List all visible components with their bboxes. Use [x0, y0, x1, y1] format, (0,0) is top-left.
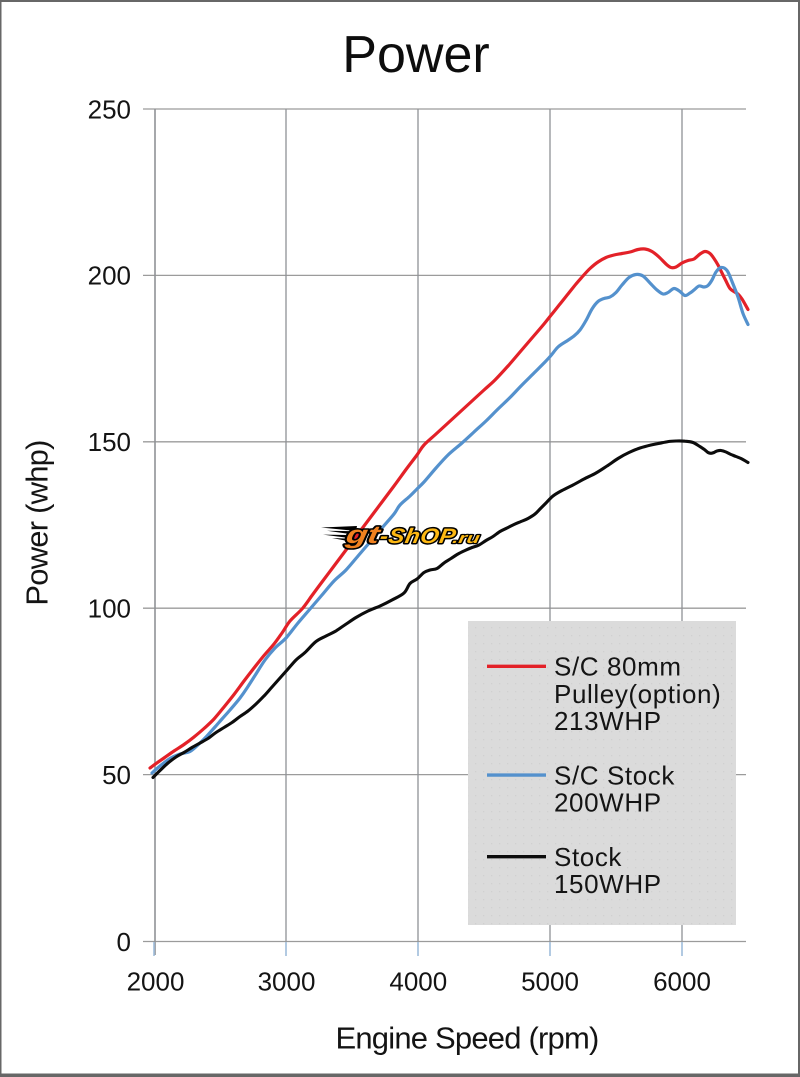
- svg-text:150WHP: 150WHP: [554, 869, 662, 899]
- svg-text:-ShOP: -ShOP: [378, 524, 459, 548]
- svg-text:200: 200: [88, 261, 131, 291]
- svg-text:3000: 3000: [258, 966, 316, 996]
- svg-text:Power: Power: [342, 26, 489, 84]
- svg-text:0: 0: [117, 927, 131, 957]
- svg-text:Pulley(option): Pulley(option): [554, 679, 721, 709]
- svg-text:4000: 4000: [389, 966, 447, 996]
- svg-text:2000: 2000: [127, 966, 185, 996]
- svg-text:S/C Stock: S/C Stock: [554, 760, 675, 790]
- svg-text:.ru: .ru: [451, 529, 481, 546]
- svg-text:250: 250: [88, 94, 131, 124]
- svg-text:50: 50: [102, 760, 131, 790]
- svg-text:gt: gt: [343, 521, 384, 549]
- svg-text:5000: 5000: [521, 966, 579, 996]
- svg-text:Stock: Stock: [554, 842, 622, 872]
- svg-text:200WHP: 200WHP: [554, 788, 662, 818]
- svg-text:Engine Speed (rpm): Engine Speed (rpm): [335, 1021, 598, 1056]
- svg-text:Power (whp): Power (whp): [20, 440, 55, 605]
- svg-text:150: 150: [88, 427, 131, 457]
- svg-text:213WHP: 213WHP: [554, 706, 662, 736]
- svg-text:S/C 80mm: S/C 80mm: [554, 652, 682, 682]
- svg-text:6000: 6000: [653, 966, 711, 996]
- svg-text:100: 100: [88, 594, 131, 624]
